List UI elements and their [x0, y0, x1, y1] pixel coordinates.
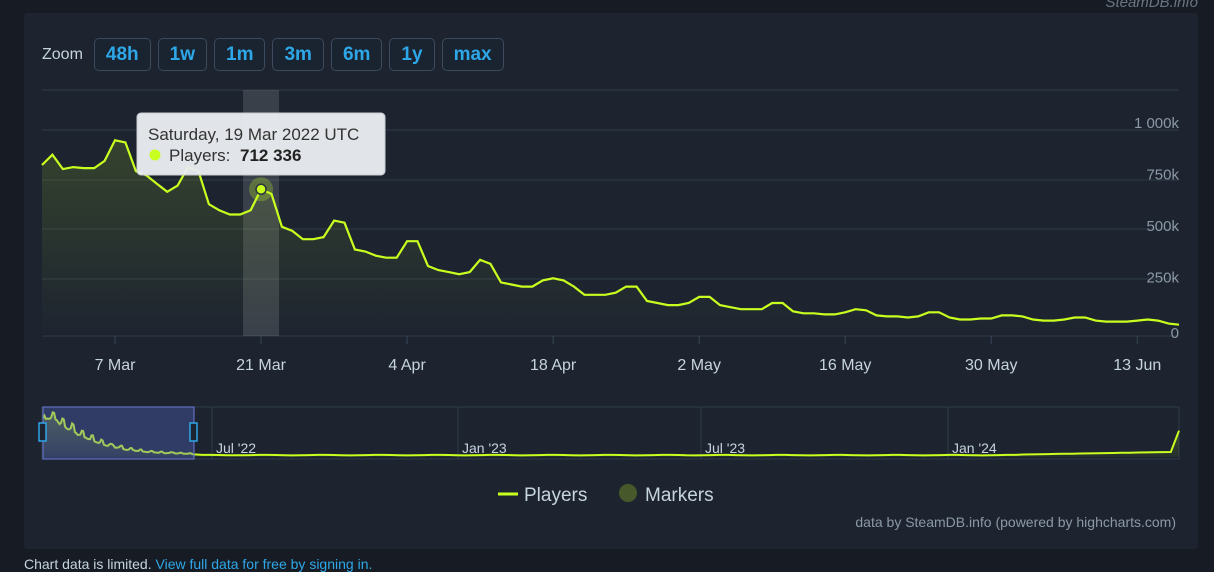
legend-item-players[interactable]: Players [498, 485, 587, 506]
x-axis-labels: 7 Mar 21 Mar 4 Apr 18 Apr 2 May 16 May 30 May 1… [95, 336, 1161, 374]
x-tick-label: 16 May [819, 357, 871, 374]
x-tick-label: 7 Mar [95, 357, 137, 374]
navigator-label-jul22: Jul '22 [216, 440, 256, 456]
y-tick-label: 750k [1146, 167, 1179, 184]
zoom-1w-button[interactable]: 1w [157, 38, 208, 71]
navigator-handle-left[interactable] [38, 422, 47, 442]
legend: Players Markers [498, 484, 714, 506]
y-tick-label: 1 000k [1134, 115, 1180, 132]
zoom-6m-button[interactable]: 6m [330, 38, 383, 71]
navigator-grid [211, 407, 949, 459]
zoom-bar: Zoom 48h 1w 1m 3m 6m 1y max [42, 38, 504, 71]
markers-legend-swatch [619, 484, 637, 502]
zoom-label: Zoom [42, 45, 83, 63]
navigator-selection[interactable] [42, 406, 195, 460]
navigator[interactable]: Jul '22 Jan '23 Jul '23 Jan '24 [38, 406, 1180, 460]
zoom-3m-button[interactable]: 3m [272, 38, 324, 71]
zoom-1y-button[interactable]: 1y [389, 38, 435, 71]
navigator-line [42, 411, 1180, 457]
chart-panel: Zoom 48h 1w 1m 3m 6m 1y max 0 250k 500k 750… [24, 13, 1198, 549]
highlight-point[interactable] [255, 183, 267, 196]
navigator-label-jan23: Jan '23 [462, 440, 507, 456]
y-tick-label: 250k [1146, 270, 1179, 287]
data-credit: data by SteamDB.info (powered by highcha… [855, 514, 1176, 530]
navigator-handle-right[interactable] [189, 422, 198, 442]
x-tick-label: 30 May [965, 357, 1017, 374]
x-tick-label: 18 Apr [530, 357, 577, 374]
x-tick-label: 13 Jun [1113, 357, 1161, 374]
y-tick-label: 500k [1146, 218, 1179, 235]
y-tick-label: 0 [1171, 325, 1179, 342]
navigator-label-jul23: Jul '23 [705, 440, 745, 456]
players-line [41, 139, 1180, 326]
sign-in-link[interactable]: View full data for free by signing in. [155, 556, 373, 572]
tooltip-value: 712 336 [240, 146, 301, 165]
zoom-1m-button[interactable]: 1m [214, 38, 266, 71]
legend-item-markers[interactable]: Markers [619, 484, 714, 506]
x-tick-label: 4 Apr [388, 357, 426, 374]
tooltip-date: Saturday, 19 Mar 2022 UTC [148, 125, 359, 144]
navigator-label-jan24: Jan '24 [952, 440, 997, 456]
legend-players-label: Players [524, 485, 587, 506]
zoom-48h-button[interactable]: 48h [93, 38, 151, 71]
steamdb-watermark: SteamDB.info [1105, 0, 1198, 11]
tooltip-series-dot [149, 149, 161, 161]
tooltip-box [136, 112, 386, 176]
tooltip: Saturday, 19 Mar 2022 UTC Players: 712 3… [136, 112, 386, 176]
x-tick-label: 21 Mar [236, 357, 286, 374]
legend-markers-label: Markers [645, 485, 714, 506]
navigator-frame [41, 406, 1180, 460]
y-axis-labels: 0 250k 500k 750k 1 000k [1134, 115, 1180, 342]
players-chart[interactable]: 0 250k 500k 750k 1 000k 7 Mar 21 Mar 4 Apr 18 A… [24, 13, 1198, 549]
x-tick-label: 2 May [677, 357, 721, 374]
players-area [42, 140, 1179, 336]
data-limited-note: Chart data is limited. View full data fo… [24, 556, 372, 572]
data-limited-text: Chart data is limited. [24, 556, 152, 572]
zoom-max-button[interactable]: max [441, 38, 504, 71]
tooltip-series-label: Players: [169, 146, 230, 165]
